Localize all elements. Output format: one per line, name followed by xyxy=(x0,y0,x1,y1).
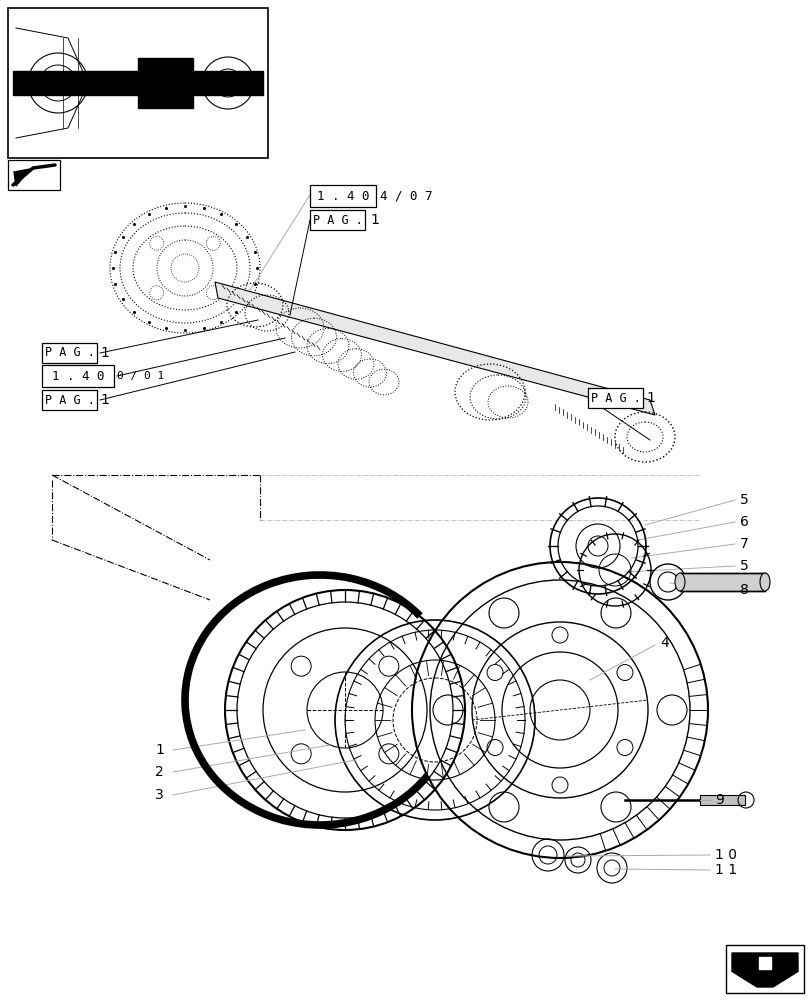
Text: 1: 1 xyxy=(155,743,164,757)
Ellipse shape xyxy=(759,573,769,591)
FancyBboxPatch shape xyxy=(725,945,803,993)
Text: 1: 1 xyxy=(646,391,654,405)
Text: P A G .: P A G . xyxy=(590,391,640,404)
Text: 1 . 4 0: 1 . 4 0 xyxy=(316,190,369,202)
Text: 4 / 0 7: 4 / 0 7 xyxy=(380,190,432,202)
FancyBboxPatch shape xyxy=(8,8,268,158)
Text: 8: 8 xyxy=(739,583,748,597)
Text: 3: 3 xyxy=(155,788,164,802)
Text: 4: 4 xyxy=(659,636,668,650)
Text: 0 / 0 1: 0 / 0 1 xyxy=(117,371,164,381)
FancyBboxPatch shape xyxy=(310,210,365,230)
Polygon shape xyxy=(758,957,770,969)
Text: 1: 1 xyxy=(100,393,109,407)
Text: 9: 9 xyxy=(714,793,723,807)
FancyBboxPatch shape xyxy=(587,388,642,408)
Text: P A G .: P A G . xyxy=(312,214,362,227)
Text: P A G .: P A G . xyxy=(45,393,94,406)
FancyBboxPatch shape xyxy=(42,365,114,387)
Text: 7: 7 xyxy=(739,537,748,551)
FancyBboxPatch shape xyxy=(42,390,97,410)
Bar xyxy=(679,573,764,591)
FancyBboxPatch shape xyxy=(310,185,375,207)
Text: 5: 5 xyxy=(739,493,748,507)
FancyBboxPatch shape xyxy=(8,160,60,190)
Bar xyxy=(138,58,193,108)
Text: 1: 1 xyxy=(370,213,379,227)
Polygon shape xyxy=(731,953,797,987)
Polygon shape xyxy=(215,282,654,415)
Polygon shape xyxy=(14,169,30,186)
Ellipse shape xyxy=(674,573,684,591)
Text: 2: 2 xyxy=(155,765,164,779)
Text: 1 0: 1 0 xyxy=(714,848,736,862)
FancyBboxPatch shape xyxy=(42,343,97,363)
Text: 1: 1 xyxy=(100,346,109,360)
Text: 5: 5 xyxy=(739,559,748,573)
Text: 1 1: 1 1 xyxy=(714,863,736,877)
Bar xyxy=(699,795,744,805)
Text: P A G .: P A G . xyxy=(45,347,94,360)
Text: 6: 6 xyxy=(739,515,748,529)
Text: 1 . 4 0: 1 . 4 0 xyxy=(52,369,104,382)
